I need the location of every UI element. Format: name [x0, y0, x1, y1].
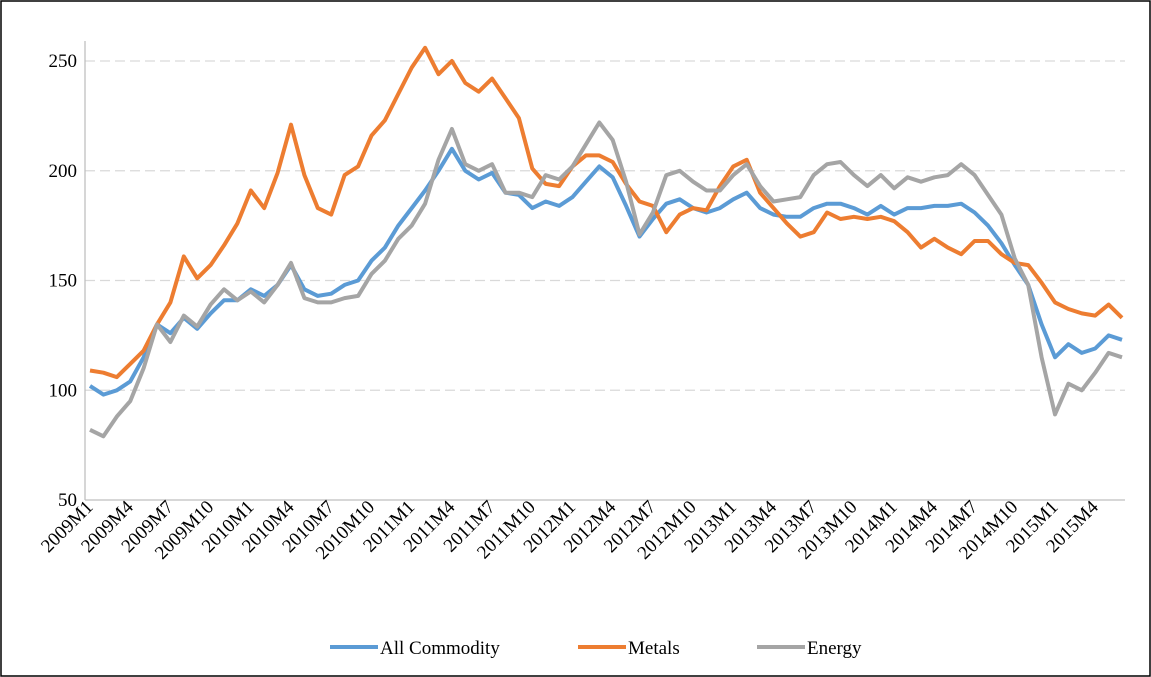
legend-label: Energy: [807, 638, 862, 659]
y-tick-label: 200: [49, 161, 78, 182]
y-tick-label: 50: [58, 490, 77, 511]
y-tick-label: 100: [49, 380, 78, 401]
data-line: [89, 120, 1123, 439]
y-tick-label: 150: [49, 271, 78, 292]
legend-label: Metals: [628, 638, 680, 659]
data-line: [89, 45, 1124, 380]
y-tick-label: 250: [49, 51, 78, 72]
legend-label: All Commodity: [380, 638, 500, 659]
data-line: [88, 146, 1123, 397]
